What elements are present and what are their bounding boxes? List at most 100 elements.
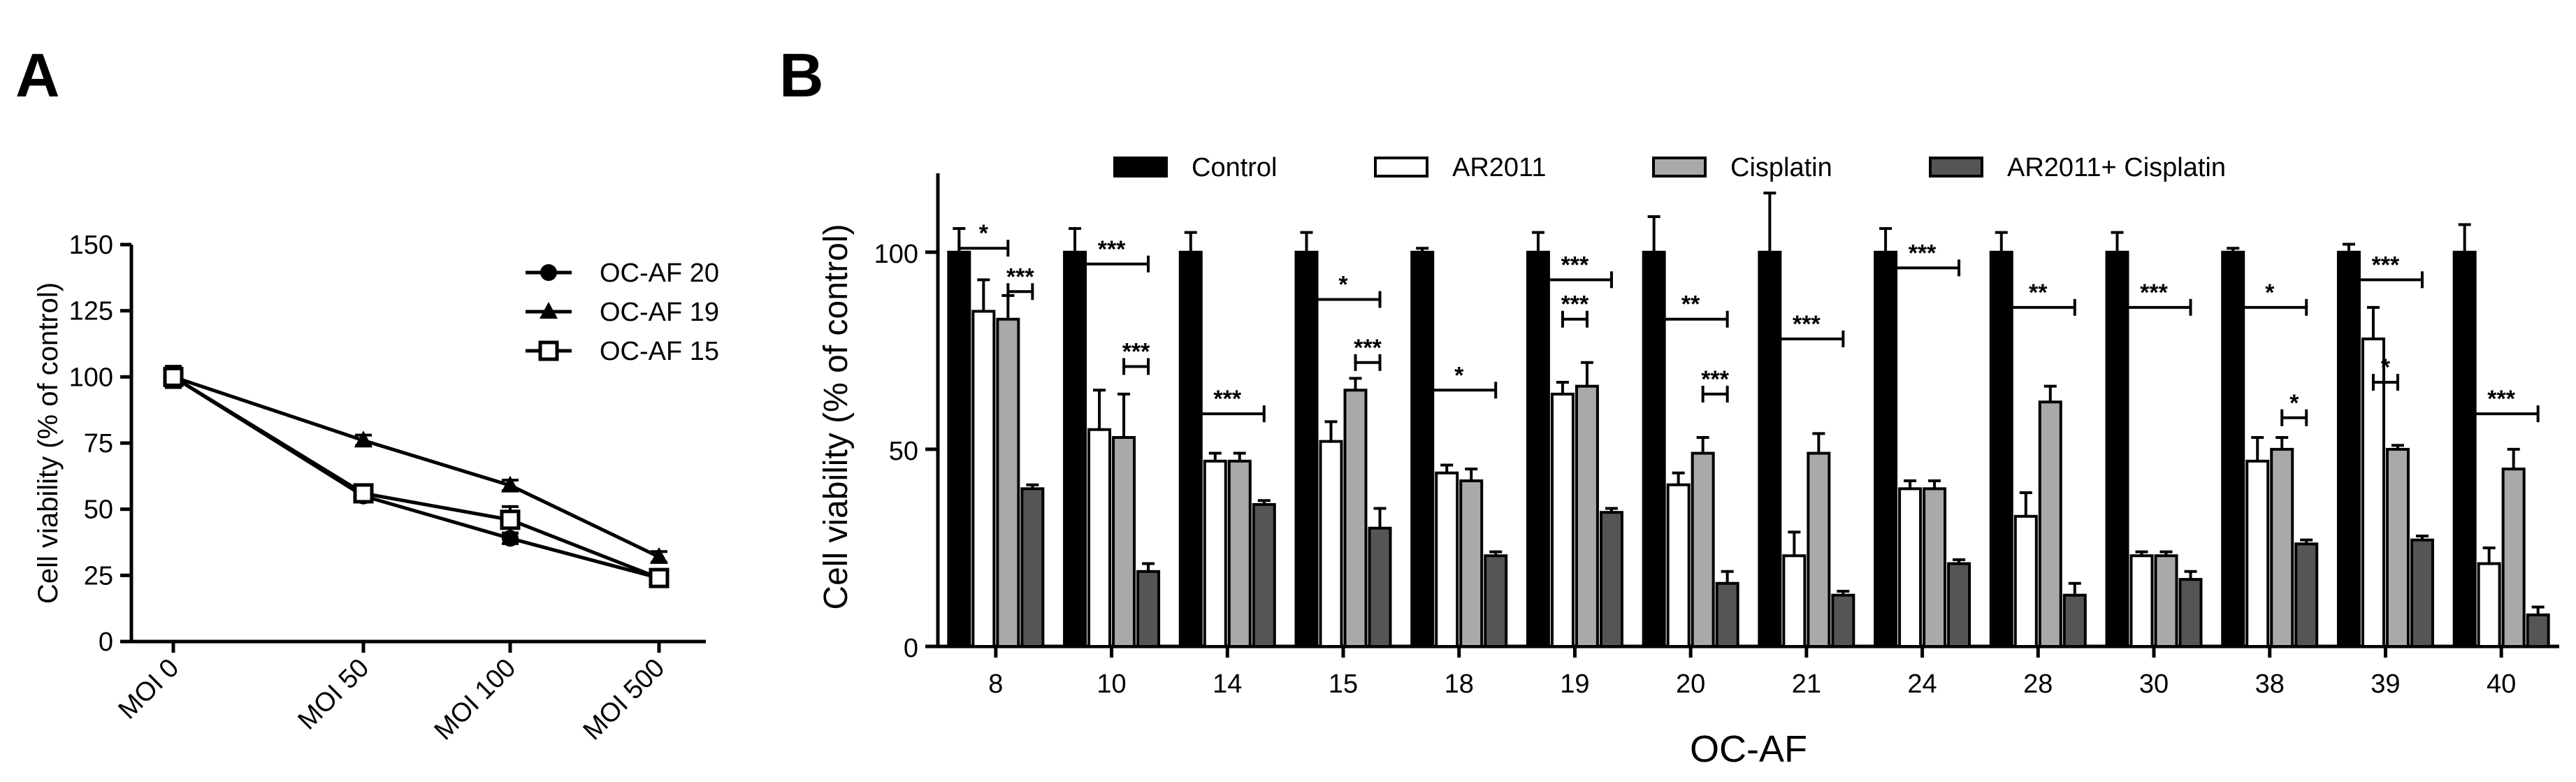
bar [2452,250,2477,649]
bar [1410,250,1435,649]
series-line [173,375,660,559]
y-tick-label: 50 [84,495,113,525]
chart-b: 0 50 100 8 10 14 15 18 19 20 21 24 28 30 38 39 40 Cell vi… [818,153,2559,770]
bar [1874,250,1898,649]
y-tick-label: 0 [904,634,918,663]
y-tick-label: 25 [84,561,113,591]
bar [1294,250,1319,649]
data-point [354,430,372,448]
bar [1898,487,1923,648]
bar [1063,250,1087,649]
x-tick-label: MOI 500 [578,653,671,746]
bar [947,250,971,649]
y-tick-label: 75 [84,429,113,458]
bar [1831,593,1855,648]
significance-label: * [2381,354,2391,381]
bar [1599,511,1623,649]
y-axis-title: Cell viability (% of control) [33,282,64,604]
y-tick-label: 50 [889,437,918,466]
legend-marker [540,302,558,319]
significance-label: *** [1701,366,1729,393]
x-tick-label: 38 [2255,669,2285,699]
bar [1758,250,1782,649]
bar [1435,471,1459,648]
legend-marker [538,340,559,361]
significance-label: *** [2487,386,2515,412]
bar [1715,581,1739,649]
legend-swatch [1652,157,1707,178]
bar [1947,562,1971,649]
bar [1112,435,1136,648]
data-point [500,509,521,530]
bar [1575,384,1599,649]
bar [2129,554,2154,648]
legend-label: Cisplatin [1730,153,1832,182]
bar [2410,538,2434,648]
bar [2062,593,2087,648]
bar [1227,459,1252,648]
legend-marker [540,264,557,281]
bar [1203,459,1227,648]
bar [1666,483,1691,648]
significance-label: * [1338,272,1348,298]
bar [1550,392,1575,649]
bar [2385,447,2410,649]
chart-a: 0 25 50 75 100 125 150 MOI 0 MOI 50 MOI 100 MOI 50… [33,231,719,746]
significance-label: *** [2372,252,2400,278]
x-tick-label: MOI 0 [113,653,185,725]
data-point [649,567,670,588]
significance-label: * [1454,362,1464,389]
significance-label: *** [1793,311,1821,338]
x-tick-label: 30 [2139,669,2169,699]
bar [1343,389,1368,649]
bar [1782,554,1807,648]
bar [2038,400,2062,648]
bar [2477,562,2501,649]
legend-label: Control [1192,153,1278,182]
panel-letter-b: B [779,41,824,110]
bar [1252,502,1276,649]
significance-label: ** [2029,280,2048,306]
significance-label: *** [1561,291,1589,318]
bar [1319,440,1343,649]
x-tick-label: MOI 50 [293,653,375,736]
data-point [353,483,374,504]
data-point [501,475,519,493]
significance-label: *** [1213,386,1241,412]
bar [1526,250,1550,649]
x-tick-label: 8 [988,669,1003,699]
legend-swatch [1929,157,1983,178]
bar [1020,487,1045,648]
significance-label: *** [1122,338,1150,365]
bar [1178,250,1203,649]
bar [1484,554,1508,648]
x-tick-label: 15 [1329,669,1358,699]
legend-label: OC-AF 15 [600,337,719,366]
series-line [172,375,660,580]
significance-label: * [2289,390,2299,417]
x-tick-label: 28 [2023,669,2053,699]
x-tick-label: 21 [1792,669,1821,699]
bar [2013,514,2038,649]
significance-label: ** [1681,291,1700,318]
x-tick-label: 18 [1445,669,1474,699]
significance-label: *** [1098,236,1126,263]
bar [1087,428,1112,648]
x-tick-label: 24 [1907,669,1937,699]
bar [2154,554,2178,648]
bar [1459,479,1484,648]
bar [2105,250,2129,649]
y-tick-label: 150 [69,231,113,260]
x-tick-label: 19 [1560,669,1589,699]
y-tick-label: 100 [69,363,113,392]
x-tick-label: 39 [2371,669,2400,699]
legend-swatch [1113,157,1168,178]
legend-swatch [1374,157,1428,178]
bar [2336,250,2361,649]
bar [1691,451,1715,649]
x-tick-label: 40 [2487,669,2516,699]
bar [2245,459,2270,648]
data-point [650,546,668,564]
significance-label: *** [1561,252,1589,278]
